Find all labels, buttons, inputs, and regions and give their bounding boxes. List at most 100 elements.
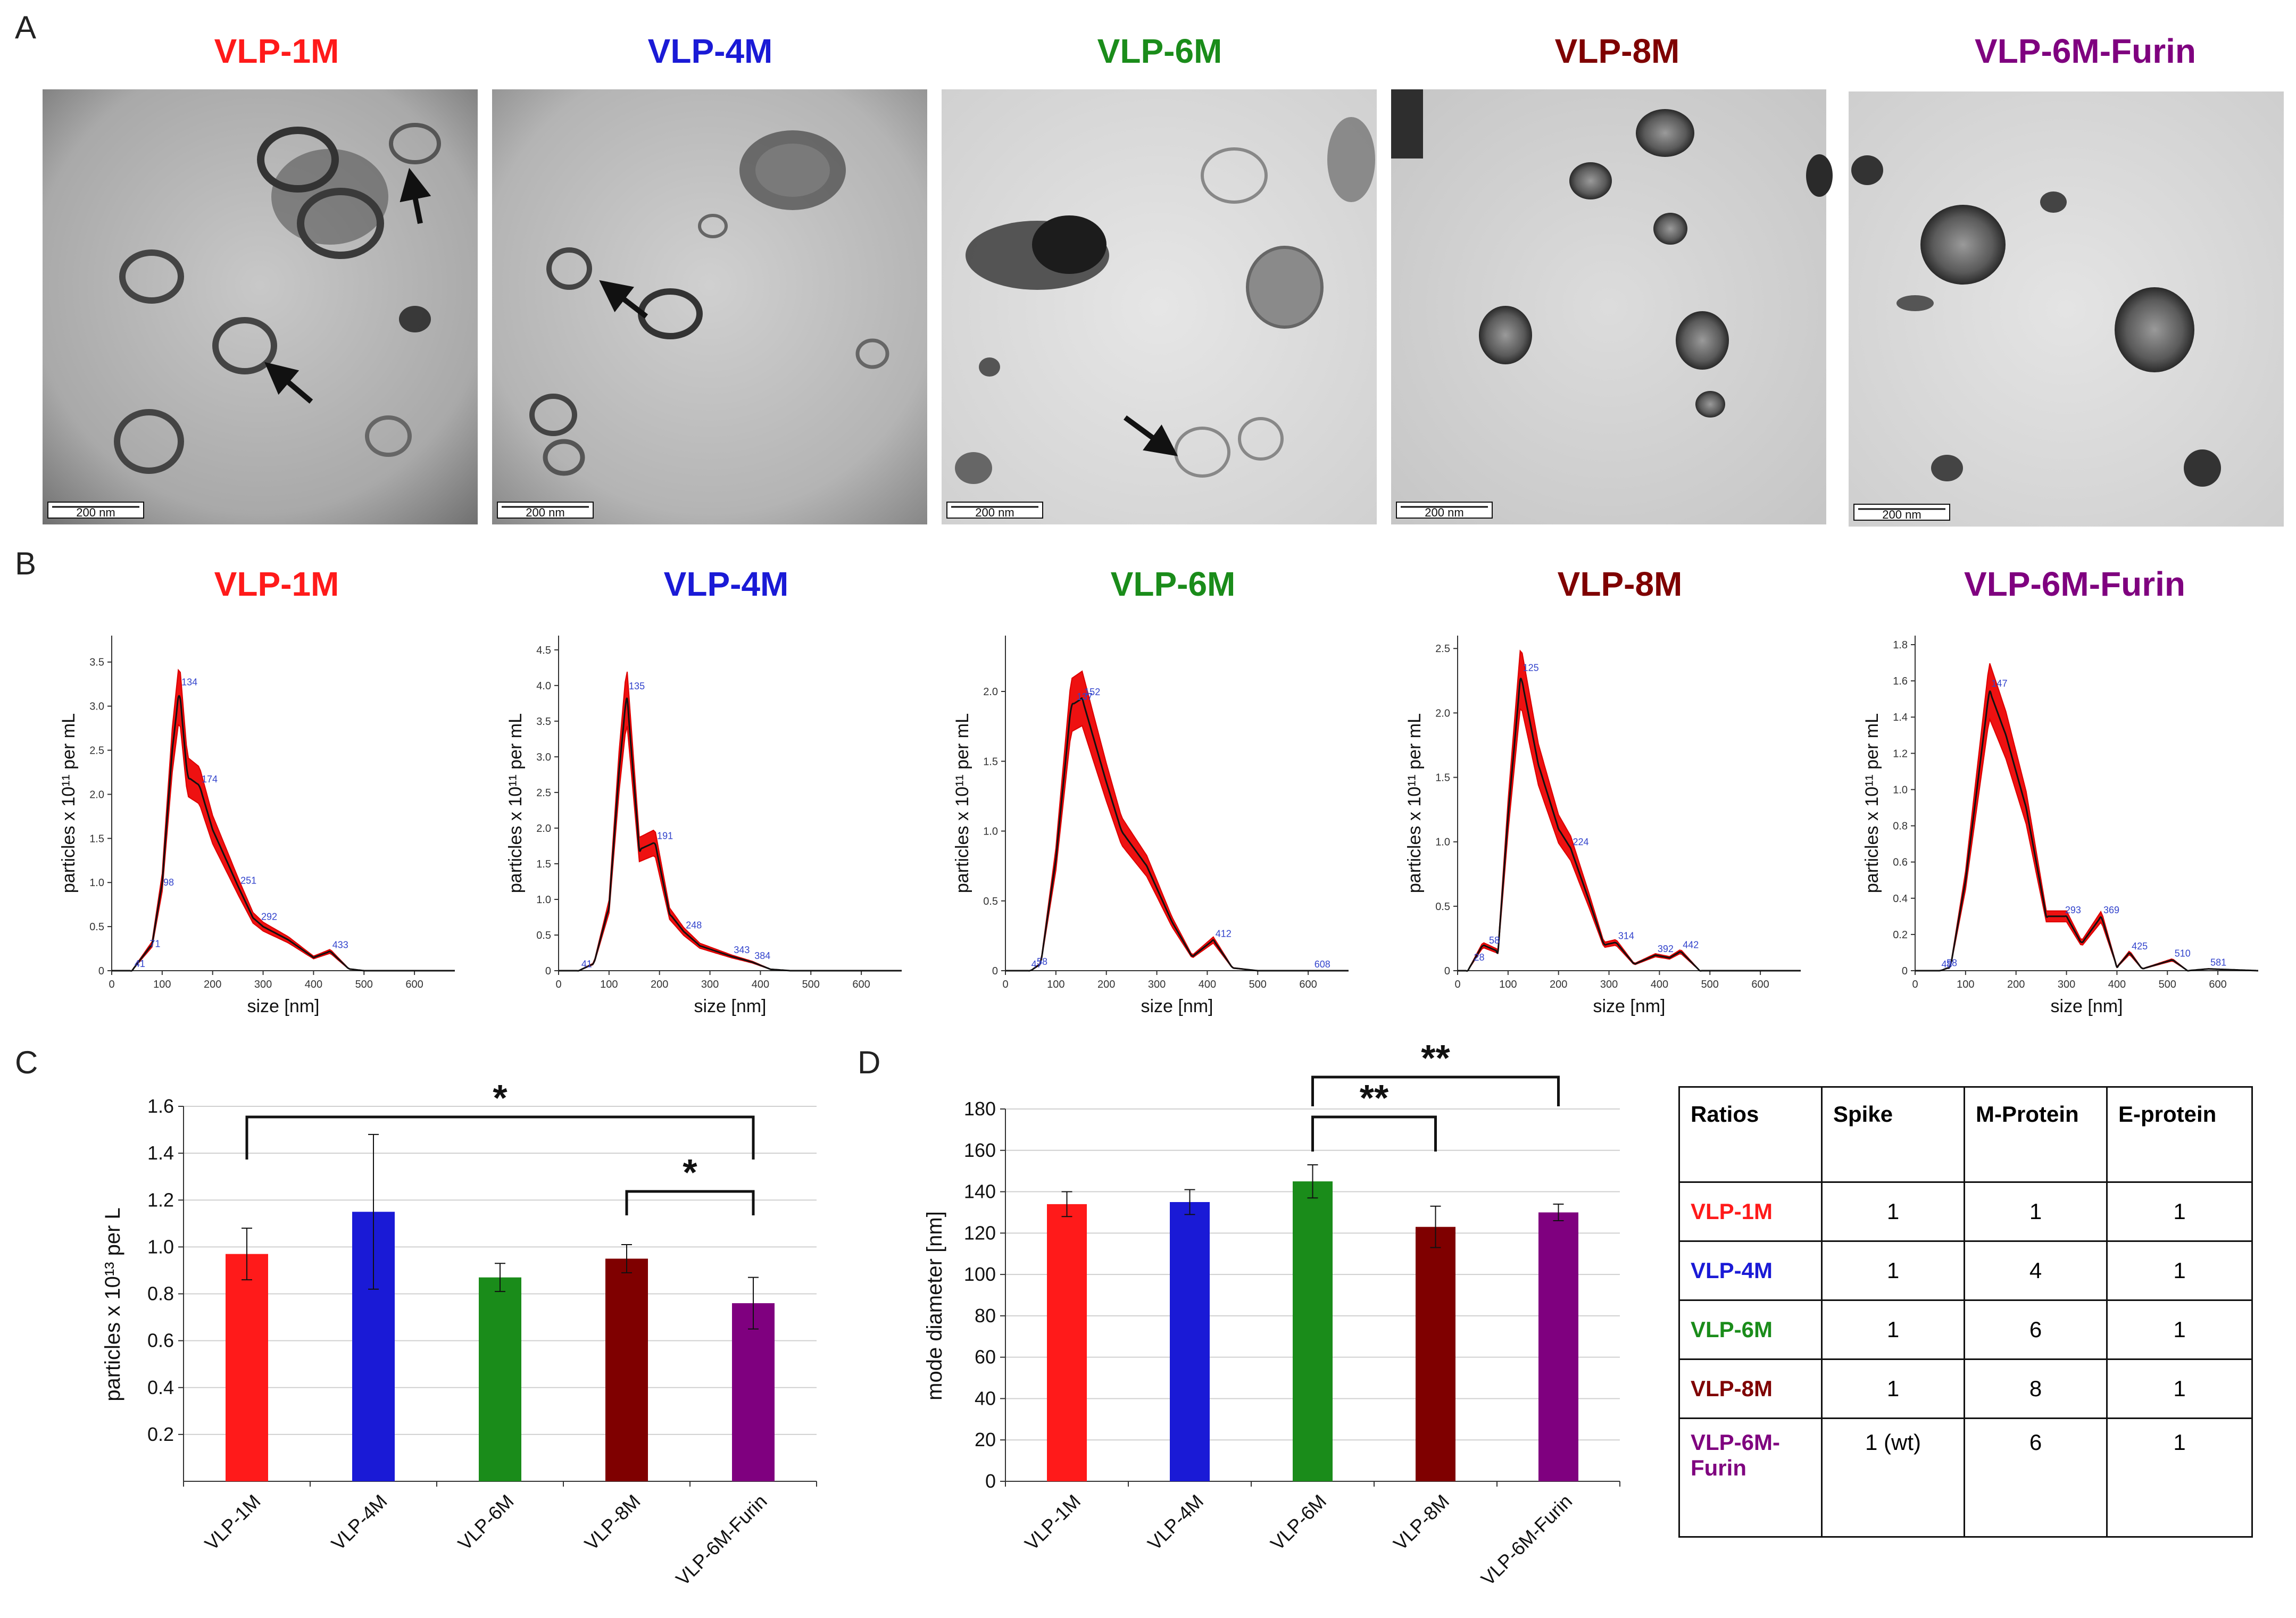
spike-ratio: 1 <box>1821 1358 1965 1419</box>
y-tick-label: 3.5 <box>89 657 104 669</box>
x-tick-label: 600 <box>1299 979 1317 990</box>
y-axis-label: particles x 10¹¹ per mL <box>952 713 972 893</box>
bar <box>1293 1181 1333 1481</box>
y-tick-label: 0.2 <box>1893 929 1908 941</box>
x-tick-label: 600 <box>405 979 423 990</box>
ratios-table: Ratios Spike M-Protein E-protein VLP-1M … <box>1678 1086 2253 1538</box>
y-tick-label: 0.4 <box>147 1377 174 1398</box>
y-tick-label: 20 <box>975 1429 996 1450</box>
y-tick-label: 3.0 <box>536 752 551 763</box>
peak-label: 135 <box>629 681 645 691</box>
y-tick-label: 2.5 <box>89 745 104 757</box>
nta-title-vlp-4m: VLP-4M <box>664 565 789 603</box>
m-protein-ratio: 4 <box>1964 1240 2108 1301</box>
peak-label: 343 <box>734 945 750 955</box>
y-tick-label: 1.6 <box>147 1095 174 1117</box>
x-tick-label: VLP-8M <box>1389 1490 1453 1555</box>
peak-label: 58 <box>1037 956 1047 967</box>
x-tick-label: 0 <box>555 979 561 990</box>
x-tick-label: 500 <box>2159 979 2176 990</box>
ratios-table-header: Ratios Spike M-Protein E-protein <box>1678 1086 2253 1183</box>
y-tick-label: 2.5 <box>1435 643 1450 655</box>
x-tick-label: 200 <box>1550 979 1567 990</box>
x-tick-label: 100 <box>1957 979 1974 990</box>
e-protein-ratio: 1 <box>2106 1181 2253 1242</box>
y-tick-label: 0 <box>992 965 998 977</box>
bar-chart-particle-concentration: 0.2 0.4 0.6 0.8 1.0 1.2 1.4 1.6 VLP-1M VLP-4M VLP-… <box>101 1077 817 1590</box>
y-tick-label: 1.0 <box>1435 837 1450 848</box>
x-tick-label: 100 <box>1499 979 1517 990</box>
y-tick-label: 2.0 <box>1435 707 1450 719</box>
peak-label: 392 <box>1658 944 1674 954</box>
scale-bar-label: 200 nm <box>1425 506 1463 519</box>
y-tick-label: 0 <box>1902 965 1908 977</box>
x-tick-label: 100 <box>1047 979 1064 990</box>
x-tick-label: 400 <box>752 979 769 990</box>
y-tick-label: 4.0 <box>536 680 551 692</box>
x-axis-label: size [nm] <box>2050 996 2123 1016</box>
significance-bracket <box>625 1190 755 1215</box>
peak-label: 48 <box>1942 959 1952 970</box>
y-tick-label: 3.5 <box>536 716 551 728</box>
peak-label: 251 <box>240 875 256 886</box>
m-protein-ratio: 6 <box>1964 1417 2108 1538</box>
y-axis-label: particles x 10¹¹ per mL <box>59 713 79 893</box>
y-tick-label: 80 <box>975 1305 996 1327</box>
y-tick-label: 1.6 <box>1893 675 1908 687</box>
x-tick-label: VLP-8M <box>580 1490 645 1555</box>
peak-label: 134 <box>181 677 197 687</box>
x-tick-label: 600 <box>852 979 870 990</box>
y-tick-label: 180 <box>964 1098 996 1120</box>
y-tick-label: 1.0 <box>536 894 551 906</box>
e-protein-ratio: 1 <box>2106 1358 2253 1419</box>
x-tick-label: 200 <box>1097 979 1115 990</box>
series-line <box>112 695 455 972</box>
e-protein-ratio: 1 <box>2106 1299 2253 1360</box>
x-axis-label: size [nm] <box>247 996 319 1016</box>
spike-ratio: 1 <box>1821 1299 1965 1360</box>
x-tick-label: 400 <box>305 979 322 990</box>
series-line <box>1005 697 1349 972</box>
x-tick-label: VLP-6M-Furin <box>671 1490 771 1590</box>
em-image-vlp-4m: 200 nm <box>492 89 927 524</box>
y-tick-label: 140 <box>964 1181 996 1203</box>
y-tick-label: 0 <box>98 965 104 977</box>
x-tick-label: VLP-6M-Furin <box>1477 1490 1576 1590</box>
x-tick-label: 300 <box>1148 979 1166 990</box>
significance-label: ** <box>1360 1077 1389 1119</box>
y-tick-label: 3.0 <box>89 701 104 713</box>
table-row: VLP-4M 1 4 1 <box>1678 1240 2253 1301</box>
peak-label: 41 <box>135 958 145 969</box>
x-tick-label: 500 <box>802 979 820 990</box>
peak-label: 412 <box>1216 928 1232 939</box>
bar <box>1047 1204 1087 1481</box>
significance-label: * <box>493 1077 508 1119</box>
panel-letter-a: A <box>15 10 36 45</box>
e-protein-ratio: 1 <box>2106 1417 2253 1538</box>
bar <box>1170 1202 1210 1481</box>
y-tick-label: 1.2 <box>147 1189 174 1211</box>
peak-label: 425 <box>2132 941 2148 952</box>
x-tick-label: 500 <box>1701 979 1719 990</box>
y-tick-label: 0.6 <box>1893 857 1908 869</box>
em-title-vlp-6m: VLP-6M <box>1097 32 1222 70</box>
y-tick-label: 0.8 <box>1893 821 1908 832</box>
nta-title-vlp-1m: VLP-1M <box>214 565 339 603</box>
scale-bar-label: 200 nm <box>975 506 1014 519</box>
y-tick-label: 120 <box>964 1222 996 1244</box>
header-ratios: Ratios <box>1678 1086 1823 1183</box>
bar <box>1538 1212 1578 1481</box>
peak-label: 224 <box>1573 837 1588 847</box>
x-axis-label: size [nm] <box>1593 996 1665 1016</box>
y-axis-label: particles x 10¹¹ per mL <box>1862 713 1882 893</box>
panel-letter-d: D <box>858 1045 880 1080</box>
y-tick-label: 2.5 <box>536 787 551 799</box>
x-tick-label: 200 <box>2007 979 2025 990</box>
peak-label: 147 <box>1991 678 2007 689</box>
x-tick-label: VLP-4M <box>1143 1490 1208 1555</box>
peak-label: 314 <box>1618 931 1634 941</box>
x-tick-label: VLP-6M <box>1266 1490 1330 1555</box>
error-band <box>1005 670 1349 971</box>
table-row: VLP-6M-Furin 1 (wt) 6 1 <box>1678 1417 2253 1538</box>
